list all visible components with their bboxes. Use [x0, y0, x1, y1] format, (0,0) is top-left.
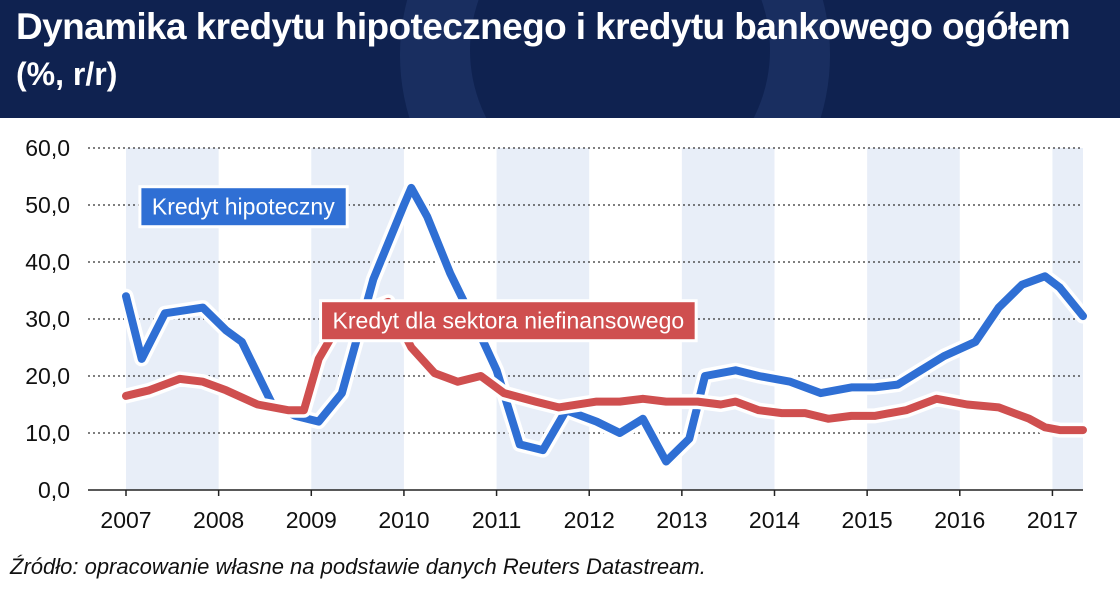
- x-tick-label: 2010: [378, 507, 429, 533]
- x-tick-label: 2014: [749, 507, 800, 533]
- x-tick-label: 2007: [100, 507, 151, 533]
- x-tick-label: 2016: [934, 507, 985, 533]
- series-label-box: Kredyt dla sektora niefinansowego: [319, 299, 698, 343]
- x-tick-label: 2015: [842, 507, 893, 533]
- x-tick-label: 2008: [193, 507, 244, 533]
- series-label: Kredyt dla sektora niefinansowego: [333, 308, 685, 334]
- y-tick-label: 20,0: [25, 363, 70, 389]
- chart-header: Dynamika kredytu hipotecznego i kredytu …: [0, 0, 1120, 118]
- x-tick-label: 2013: [656, 507, 707, 533]
- series-label-bg: [319, 299, 698, 343]
- y-tick-label: 50,0: [25, 192, 70, 218]
- series-label: Kredyt hipoteczny: [152, 194, 335, 220]
- source-note: Źródło: opracowanie własne na podstawie …: [10, 554, 706, 579]
- series-label-box: Kredyt hipoteczny: [138, 185, 349, 229]
- x-tick-label: 2009: [286, 507, 337, 533]
- x-tick-label: 2011: [472, 507, 521, 533]
- series-label-bg: [138, 185, 349, 229]
- y-tick-label: 60,0: [25, 135, 70, 161]
- series-line-kredyt-sektor: [122, 297, 1087, 435]
- y-tick-label: 0,0: [38, 477, 70, 503]
- y-tick-label: 40,0: [25, 249, 70, 275]
- x-tick-label: 2012: [564, 507, 615, 533]
- chart-title: Dynamika kredytu hipotecznego i kredytu …: [16, 6, 1071, 47]
- header-decoration-inner: [470, 0, 770, 118]
- y-tick-label: 10,0: [25, 420, 70, 446]
- y-tick-label: 30,0: [25, 306, 70, 332]
- x-tick-label: 2017: [1027, 507, 1078, 533]
- chart-subtitle: (%, r/r): [16, 56, 118, 92]
